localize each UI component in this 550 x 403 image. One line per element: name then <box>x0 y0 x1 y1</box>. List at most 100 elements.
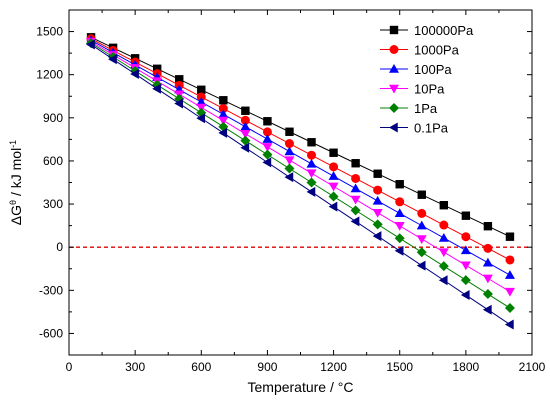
data-point-1Pa <box>504 302 515 313</box>
y-tick-label: 300 <box>43 197 63 211</box>
y-tick-label: 600 <box>43 154 63 168</box>
series-10Pa <box>86 37 515 297</box>
legend-label: 1Pa <box>414 101 438 116</box>
x-tick-label: 0 <box>66 360 73 374</box>
legend: 100000Pa 1000Pa 100Pa 10Pa 1Pa 0.1Pa <box>380 23 474 136</box>
y-axis-title: ΔGθ / kJ mol-1 <box>8 140 24 225</box>
data-point-10Pa <box>394 222 405 231</box>
legend-item-1000Pa: 1000Pa <box>380 43 460 58</box>
data-point-100Pa <box>262 134 273 143</box>
x-tick-label: 1200 <box>320 360 347 374</box>
data-point-0.1Pa <box>306 186 316 197</box>
data-point-100000Pa <box>285 127 294 136</box>
legend-label: 0.1Pa <box>414 121 449 136</box>
data-point-10Pa <box>504 287 515 297</box>
data-point-0.1Pa <box>86 39 95 50</box>
data-point-100Pa <box>350 183 361 193</box>
x-tick-label: 900 <box>257 360 277 374</box>
data-point-10Pa <box>284 156 295 166</box>
data-point-100Pa <box>460 245 471 255</box>
data-point-10Pa <box>416 235 427 244</box>
data-point-100000Pa <box>197 85 206 94</box>
legend-item-10Pa: 10Pa <box>380 82 445 97</box>
data-point-10Pa <box>328 182 339 192</box>
data-point-100Pa <box>328 171 339 180</box>
data-point-0.1Pa <box>504 319 514 330</box>
data-point-100000Pa <box>219 96 228 105</box>
data-point-100000Pa <box>263 117 272 126</box>
data-point-100Pa <box>240 121 251 131</box>
data-point-1000Pa <box>240 115 250 125</box>
y-axis-title-sup: θ <box>8 200 18 205</box>
data-point-100000Pa <box>152 64 162 73</box>
data-point-100000Pa <box>175 75 184 84</box>
series-1Pa <box>86 38 515 313</box>
legend-marker <box>389 84 399 94</box>
legend-marker <box>389 64 399 73</box>
x-tick-label: 1500 <box>386 360 413 374</box>
data-point-1Pa <box>306 177 317 188</box>
data-point-100Pa <box>196 97 207 106</box>
series-0.1Pa <box>86 39 514 330</box>
data-point-10Pa <box>218 116 229 126</box>
data-point-1000Pa <box>483 243 493 253</box>
data-point-1000Pa <box>262 127 272 137</box>
data-point-100Pa <box>284 146 295 156</box>
data-point-0.1Pa <box>460 290 470 301</box>
data-point-100000Pa <box>461 211 471 220</box>
data-point-1000Pa <box>351 173 361 183</box>
data-point-100000Pa <box>329 148 338 157</box>
data-point-10Pa <box>372 208 383 218</box>
y-axis-title-sup2: -1 <box>8 140 18 148</box>
data-point-100000Pa <box>439 201 449 210</box>
data-point-1000Pa <box>329 162 339 172</box>
legend-label: 10Pa <box>414 82 445 97</box>
data-point-1000Pa <box>218 104 228 114</box>
data-point-1000Pa <box>307 150 317 160</box>
data-point-100000Pa <box>483 222 493 231</box>
data-point-1Pa <box>240 135 251 146</box>
data-point-1000Pa <box>505 255 515 265</box>
data-point-100Pa <box>372 195 383 205</box>
x-tick-label: 1800 <box>453 360 480 374</box>
data-point-0.1Pa <box>372 231 382 242</box>
data-point-0.1Pa <box>482 304 492 315</box>
data-point-0.1Pa <box>438 275 448 286</box>
y-tick-label: 1500 <box>36 25 63 39</box>
data-point-100Pa <box>482 257 493 267</box>
data-point-0.1Pa <box>416 260 426 271</box>
data-point-10Pa <box>350 195 361 205</box>
data-point-100000Pa <box>373 169 382 178</box>
data-point-0.1Pa <box>262 157 272 168</box>
data-point-100Pa <box>416 220 427 230</box>
y-tick-label: 1200 <box>36 68 63 82</box>
x-axis-title-unit: °C <box>338 379 354 395</box>
y-axis-title-rest: / kJ mol <box>8 148 24 200</box>
data-point-1Pa <box>218 121 229 132</box>
data-point-1Pa <box>328 191 339 202</box>
legend-item-100000Pa: 100000Pa <box>380 23 474 38</box>
data-point-10Pa <box>460 261 471 271</box>
data-point-1000Pa <box>196 92 206 102</box>
data-point-1Pa <box>394 233 405 244</box>
legend-marker <box>389 45 399 54</box>
data-point-1000Pa <box>284 139 294 149</box>
data-point-1000Pa <box>417 208 427 218</box>
data-point-100000Pa <box>351 159 360 168</box>
data-point-100Pa <box>394 208 405 218</box>
data-point-1000Pa <box>439 220 449 230</box>
series-line-1Pa <box>90 42 511 309</box>
data-point-0.1Pa <box>394 245 404 256</box>
data-point-0.1Pa <box>108 54 117 65</box>
data-point-100000Pa <box>505 232 515 241</box>
legend-item-0.1Pa: 0.1Pa <box>380 121 449 136</box>
data-point-1000Pa <box>395 197 405 207</box>
data-point-1Pa <box>284 163 295 174</box>
data-point-1Pa <box>372 219 383 230</box>
y-tick-label: -300 <box>39 283 63 297</box>
data-point-0.1Pa <box>130 68 139 79</box>
data-point-0.1Pa <box>350 216 360 227</box>
data-point-0.1Pa <box>196 113 206 124</box>
